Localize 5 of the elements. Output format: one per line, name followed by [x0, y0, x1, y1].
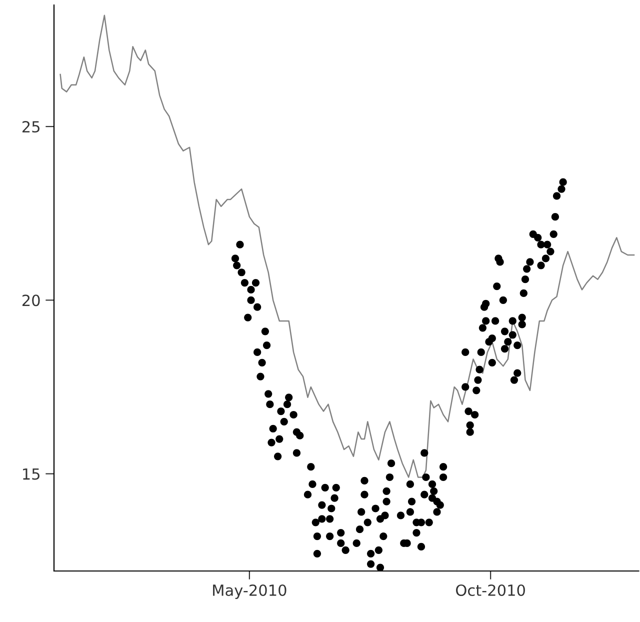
- y-tick-label: 15: [23, 468, 40, 480]
- x-tick-label: May-2010: [213, 584, 286, 599]
- x-tick-label: Oct-2010: [456, 584, 525, 596]
- y-tick-label: 20: [22, 294, 40, 306]
- y-tick-label: 25: [22, 121, 40, 133]
